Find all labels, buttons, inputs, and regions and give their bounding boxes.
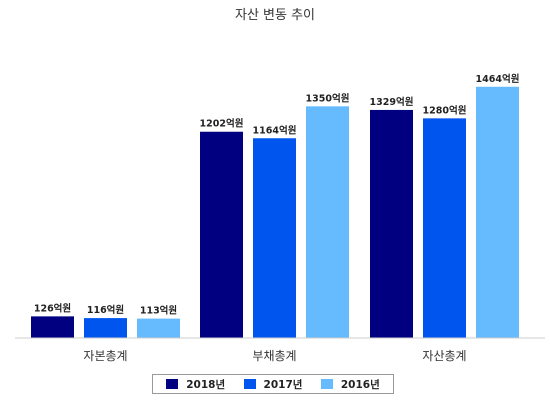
chart-title: 자산 변동 추이: [234, 8, 316, 23]
bar-2016-1[interactable]: [137, 318, 180, 338]
legend-item-2016[interactable]: 2016년: [320, 377, 380, 392]
category-labels: 자본총계 부채총계 자산총계: [83, 349, 466, 363]
bar-value-label: 1329억원: [370, 96, 414, 108]
legend-label-2016: 2016년: [340, 378, 380, 391]
legend-label-2018: 2018년: [186, 378, 226, 391]
legend-swatch-2016: [320, 379, 333, 389]
legend-item-2017[interactable]: 2017년: [243, 377, 303, 392]
bar-2018-1[interactable]: [31, 316, 74, 338]
bar-value-label: 1350억원: [306, 92, 350, 104]
bar-2017-3[interactable]: [423, 118, 466, 339]
bar-2017-1[interactable]: [84, 318, 127, 338]
bar-value-label: 116억원: [87, 304, 124, 316]
category-label: 자산총계: [422, 349, 466, 363]
legend: 2018년 2017년 2016년: [152, 374, 394, 394]
legend-item-2018[interactable]: 2018년: [166, 377, 225, 392]
bar-2018-2[interactable]: [200, 131, 243, 338]
legend-swatch-2017: [243, 379, 256, 389]
bars-group: 126억원 116억원 113억원 1202억원 1164억원 1350억원 1329억원 1…: [31, 73, 520, 339]
bar-value-label: 1202억원: [200, 118, 244, 130]
bar-2016-3[interactable]: [476, 86, 519, 338]
bar-value-label: 1280억원: [423, 104, 467, 116]
bar-2016-2[interactable]: [306, 106, 349, 338]
bar-value-label: 113억원: [140, 305, 177, 317]
category-label: 부채총계: [252, 349, 296, 363]
bar-2017-2[interactable]: [253, 138, 296, 338]
legend-label-2017: 2017년: [263, 378, 303, 391]
bar-value-label: 1464억원: [476, 73, 520, 85]
bar-value-label: 1164억원: [253, 124, 297, 136]
legend-swatch-2018: [166, 379, 179, 389]
category-label: 자본총계: [83, 349, 127, 363]
bar-2018-3[interactable]: [370, 109, 413, 338]
bar-value-label: 126억원: [34, 302, 71, 314]
